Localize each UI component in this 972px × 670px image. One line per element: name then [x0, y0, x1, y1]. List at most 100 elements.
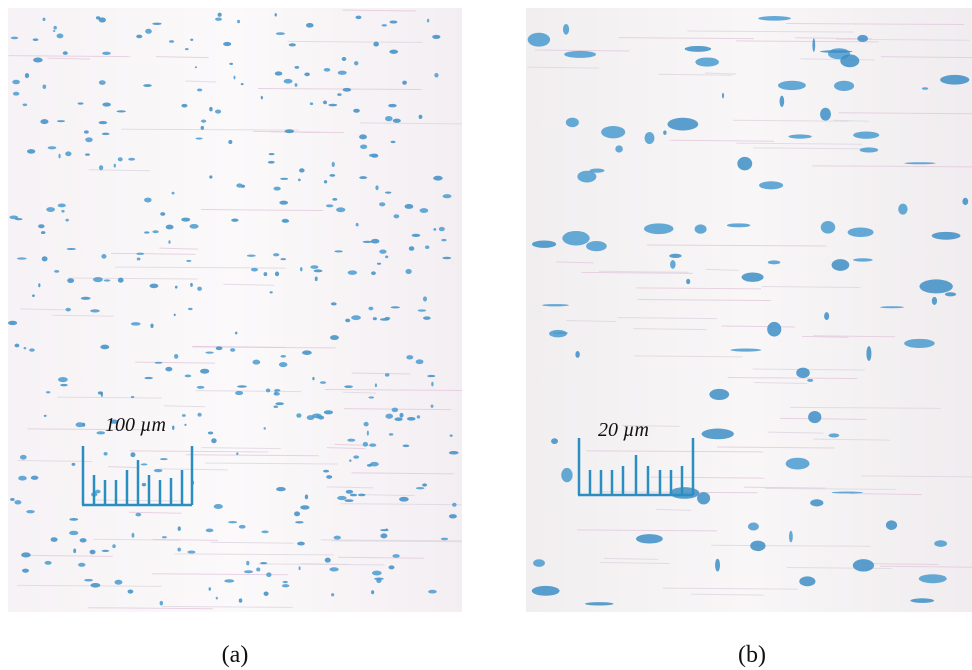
particle: [150, 323, 154, 329]
particle: [799, 576, 816, 587]
particle: [114, 579, 123, 585]
particle: [601, 125, 626, 139]
scale-bar: [81, 446, 194, 507]
particle: [368, 153, 379, 158]
particle: [422, 483, 428, 487]
particle: [174, 285, 178, 289]
particle: [30, 475, 39, 480]
particle: [344, 499, 354, 502]
particle: [294, 66, 300, 69]
particle: [962, 197, 969, 206]
particle: [197, 412, 202, 417]
particle: [636, 534, 663, 544]
particle: [337, 93, 342, 96]
particle: [78, 562, 86, 567]
particle: [250, 267, 259, 272]
texture-streak: [326, 447, 366, 450]
particle: [931, 296, 938, 305]
particle: [304, 72, 310, 77]
particle: [368, 306, 374, 311]
particle: [726, 223, 751, 228]
particle: [188, 307, 193, 311]
particle: [50, 537, 58, 542]
particle: [177, 547, 181, 552]
particle: [14, 218, 23, 221]
particle: [337, 495, 347, 501]
particle: [144, 376, 153, 380]
particle: [9, 215, 19, 220]
particle: [46, 207, 56, 212]
particle: [853, 131, 880, 139]
particle: [98, 17, 106, 23]
particle: [831, 491, 864, 494]
texture-streak: [577, 529, 717, 532]
particle: [898, 203, 908, 215]
particle: [741, 272, 764, 282]
texture-streak: [192, 346, 336, 349]
scale-label: 100 µm: [105, 414, 166, 436]
particle: [66, 247, 76, 250]
particle: [266, 572, 272, 578]
particle: [187, 550, 196, 554]
particle: [152, 230, 159, 234]
particle: [840, 54, 860, 68]
particle: [273, 405, 279, 409]
texture-streak: [838, 112, 972, 115]
particle: [215, 596, 218, 600]
particle: [385, 413, 394, 419]
particle: [136, 252, 145, 255]
texture-streak: [163, 405, 206, 408]
particle: [24, 72, 30, 79]
particle: [779, 95, 785, 108]
particle: [384, 191, 392, 194]
particle: [433, 175, 443, 181]
particle: [379, 202, 386, 207]
particle: [260, 562, 268, 565]
texture-streak: [761, 285, 861, 288]
texture-streak: [752, 368, 865, 371]
particle: [209, 175, 213, 179]
texture-streak: [687, 30, 854, 33]
particle: [274, 13, 277, 17]
texture-streak: [361, 494, 415, 497]
particle: [577, 170, 597, 183]
particle: [667, 117, 699, 131]
particle: [113, 163, 116, 168]
particle: [326, 475, 333, 479]
particle: [376, 262, 382, 265]
particle: [715, 558, 721, 572]
particle: [393, 214, 400, 219]
particle: [531, 585, 560, 596]
texture-streak: [704, 72, 737, 75]
particle: [353, 455, 360, 459]
particle: [359, 134, 367, 140]
particle: [260, 95, 263, 100]
texture-streak: [258, 563, 385, 566]
texture-streak: [753, 381, 808, 384]
particle: [532, 240, 557, 248]
particle: [419, 208, 429, 213]
particle: [263, 591, 269, 596]
particle: [58, 153, 61, 159]
particle: [237, 19, 241, 24]
particle: [152, 22, 162, 25]
particle: [385, 255, 389, 259]
caption: (a): [222, 642, 249, 668]
texture-streak: [880, 56, 972, 59]
particle: [173, 313, 176, 317]
particle: [26, 149, 36, 154]
texture-streak: [663, 587, 798, 590]
texture-streak: [8, 55, 132, 58]
micrograph-b: 20 µm: [526, 8, 972, 612]
particle: [416, 415, 421, 419]
particle: [261, 530, 269, 534]
texture-streak: [802, 335, 849, 338]
particle: [394, 417, 403, 422]
particle: [788, 134, 812, 139]
particle: [26, 509, 35, 514]
texture-streak: [324, 388, 463, 391]
particle: [238, 524, 246, 529]
particle: [305, 22, 314, 28]
particle: [432, 34, 441, 39]
particle: [323, 100, 327, 105]
